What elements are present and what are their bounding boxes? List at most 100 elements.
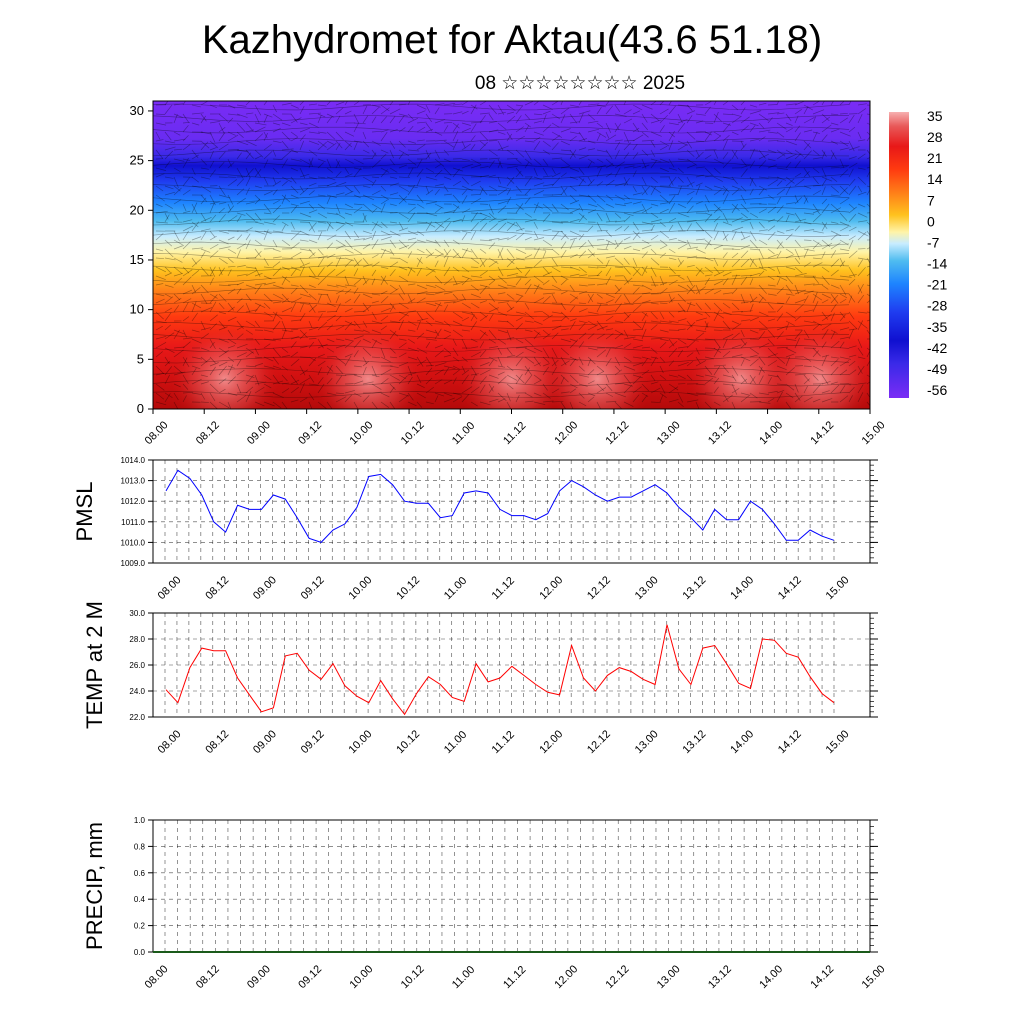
wind-barb [515,185,522,193]
wind-barb [605,212,610,222]
wind-barb [443,217,451,223]
wind-barb [353,335,364,340]
wind-barb [308,341,315,349]
wind-barb [218,388,226,394]
wind-barb [803,194,809,203]
wind-barb [344,185,353,193]
wind-barb [461,185,473,192]
wind-barb [533,248,546,251]
wind-barb [461,311,474,315]
wind-barb [632,127,640,133]
wind-barb [866,149,870,155]
wind-barb [245,239,251,250]
wind-barb [542,363,550,367]
wind-barb [713,365,721,376]
wind-barb [164,356,170,365]
wind-barb [614,329,624,336]
wind-barb [344,140,353,148]
wind-barb [308,357,317,367]
contour-line [153,138,850,145]
wind-barb [263,143,272,151]
wind-barb [353,167,362,170]
wind-barb [254,168,262,178]
wind-barb [425,167,435,173]
y-tick-label: 0.2 [134,922,146,931]
wind-barb [200,101,209,106]
wind-barb [479,166,489,169]
wind-barb [479,270,488,277]
wind-barb [218,320,226,329]
wind-barb [767,231,776,241]
wind-barb [227,230,239,232]
wind-barb [425,266,436,273]
wind-barb [560,107,570,115]
wind-barb [227,117,234,124]
wind-barb [380,131,388,142]
wind-barb [272,347,281,358]
wind-barb [389,347,396,354]
wind-barb [164,307,172,313]
wind-barb [605,392,614,397]
wind-barb [209,230,216,238]
wind-barb [425,341,431,349]
wind-barb [479,142,488,151]
wind-barb [578,374,589,378]
wind-barb [650,387,661,394]
wind-barb [470,198,482,205]
wind-barb [299,187,309,196]
wind-barb [191,221,199,228]
wind-barb [362,279,369,286]
contour-line [153,322,850,329]
wind-barb [470,158,482,165]
wind-barb [353,158,364,165]
wind-barb [443,140,455,148]
wind-barb [281,365,289,371]
wind-barb [470,104,478,110]
wind-barb [767,347,777,357]
wind-barb [425,293,435,296]
wind-barb [470,346,479,349]
wind-barb [758,221,765,229]
wind-barb [659,342,667,349]
wind-barb [740,185,747,192]
wind-barb [236,234,243,241]
wind-barb [452,122,460,129]
wind-barb [803,117,815,124]
wind-barb [767,360,778,367]
wind-barb [389,330,397,340]
wind-barb [650,302,659,305]
wind-barb [182,113,190,123]
wind-barb [704,106,711,115]
wind-barb [218,239,229,245]
wind-barb [443,176,452,180]
wind-barb [524,279,531,286]
wind-barb [407,356,418,361]
x-tick-label: 11.00 [442,729,469,756]
wind-barb [587,179,595,187]
wind-barb [236,140,249,146]
wind-barb [497,185,510,190]
wind-barb [695,383,706,386]
contour-line [153,184,850,191]
wind-barb [155,335,167,340]
wind-barb [209,301,217,313]
wind-barb [326,293,332,303]
wind-barb [767,206,777,214]
wind-barb [497,376,507,385]
wind-barb [344,173,353,178]
wind-barb [560,290,568,295]
wind-barb [596,221,602,232]
wind-barb [173,383,181,388]
wind-barb [380,185,387,192]
wind-barb [821,134,828,142]
contour-line [153,126,850,134]
wind-barb [623,384,633,394]
wind-barb [605,333,614,340]
wind-barb [506,234,517,241]
wind-barb [668,338,675,347]
wind-barb [596,133,601,142]
wind-barb [407,158,417,166]
wind-barb [713,185,726,190]
wind-barb [380,356,391,363]
